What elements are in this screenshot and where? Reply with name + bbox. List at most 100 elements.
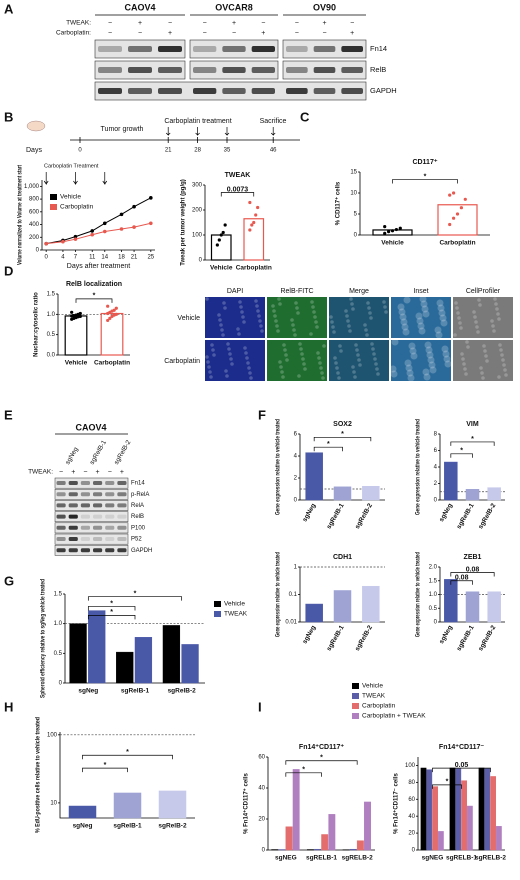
protein-label: Fn14 <box>131 481 145 487</box>
y-tick-label: 2 <box>434 481 438 487</box>
blot-band <box>68 481 78 485</box>
significance-bracket <box>432 767 491 773</box>
cell-speck <box>495 307 499 311</box>
bar <box>305 603 323 623</box>
blot-band <box>68 537 78 541</box>
blot-band <box>313 88 336 94</box>
y-tick-label: 1,000 <box>24 184 40 190</box>
blot-band <box>313 67 336 73</box>
x-tick-label: 7 <box>74 255 78 261</box>
x-tick-label: Vehicle <box>65 360 88 367</box>
axis-line <box>359 172 490 236</box>
legend-swatch <box>352 703 359 709</box>
bar <box>349 848 357 851</box>
data-point <box>448 222 452 227</box>
series-point <box>149 221 153 226</box>
bar <box>438 831 444 851</box>
blot-band <box>341 88 363 94</box>
cell-speck <box>475 325 479 329</box>
legend-label: Vehicle <box>224 601 245 608</box>
cell-speck <box>316 351 320 355</box>
cell-speck <box>391 338 399 346</box>
x-tick-label: sgNeg <box>78 688 98 695</box>
blot-membrane <box>54 500 129 511</box>
treatment-arrow <box>43 172 49 186</box>
bar <box>243 218 265 261</box>
y-tick-label: 100 <box>405 763 416 769</box>
x-tick-label: sgNeg <box>301 502 317 523</box>
cell-speck <box>299 347 303 351</box>
blot-band <box>93 537 103 541</box>
cell-speck <box>420 300 428 308</box>
cell-speck <box>207 365 211 369</box>
blot-band <box>117 548 127 553</box>
cell-speck <box>491 324 495 328</box>
series-point <box>149 196 153 200</box>
cell-speck <box>228 352 232 356</box>
series-line <box>46 197 152 245</box>
cell-speck <box>476 330 480 334</box>
y-tick-label: 0.0 <box>47 353 56 359</box>
cell-speck <box>241 315 245 319</box>
cell-speck <box>310 300 314 304</box>
y-axis-label: Tweak per tumor weight (pg/g) <box>181 179 187 266</box>
significance-label: * <box>134 591 137 598</box>
data-point <box>108 316 112 320</box>
cell-speck <box>434 326 442 334</box>
cell-speck <box>227 347 231 351</box>
cell-speck <box>397 303 405 311</box>
blot-band <box>128 88 152 94</box>
legend-swatch <box>352 693 359 699</box>
cell-speck <box>294 301 298 305</box>
cell-speck <box>493 297 497 301</box>
cell-speck <box>478 303 482 307</box>
condition-sign: − <box>203 30 207 37</box>
blot-band <box>105 492 115 497</box>
data-point <box>250 223 254 227</box>
cell-speck <box>373 357 377 361</box>
cell-speck <box>462 362 466 366</box>
significance-label: * <box>302 767 305 774</box>
x-tick-label: sgRelB-2 <box>354 624 374 652</box>
bar <box>333 590 352 623</box>
bar <box>116 651 134 684</box>
x-tick-label: 4 <box>61 255 65 261</box>
cell-speck <box>205 355 209 359</box>
chart-title: RelB localization <box>66 281 122 288</box>
cell-line-header: OV90 <box>313 2 336 12</box>
cell-speck <box>498 343 502 347</box>
lane-label: sgRelB-2 <box>113 439 133 466</box>
y-tick-label: 1.5 <box>429 578 438 584</box>
blot-band <box>56 548 66 553</box>
significance-label: * <box>327 441 330 448</box>
bar <box>68 805 97 819</box>
micrograph-header: Merge <box>349 288 369 295</box>
cell-speck <box>218 318 222 322</box>
timeline-arrow <box>195 127 200 136</box>
cell-speck <box>422 310 430 318</box>
significance-bracket <box>313 446 343 452</box>
blot-band <box>158 67 182 73</box>
y-tick-label: 1.5 <box>54 592 63 598</box>
blot-band <box>56 492 66 497</box>
cell-speck <box>221 333 225 337</box>
cell-speck <box>226 342 230 346</box>
data-point <box>106 304 110 308</box>
cell-speck <box>500 353 504 357</box>
cell-speck <box>211 348 215 352</box>
bar <box>64 315 88 356</box>
y-axis-label: Gene expression relative to vehicle trea… <box>416 552 422 637</box>
cell-speck <box>290 318 294 322</box>
y-tick-label: 4 <box>294 454 298 460</box>
cell-speck <box>419 295 427 303</box>
micrograph-row: Carboplatin <box>164 358 200 365</box>
legend-label: Carboplatin <box>60 204 94 211</box>
micrograph <box>453 297 513 338</box>
chart-title: ZEB1 <box>464 554 482 561</box>
blot-membrane <box>54 522 129 534</box>
condition-sign: − <box>59 469 63 476</box>
y-tick-label: 1 <box>294 565 298 571</box>
cell-speck <box>439 314 447 322</box>
cell-speck <box>426 351 434 359</box>
cell-speck <box>293 333 297 337</box>
